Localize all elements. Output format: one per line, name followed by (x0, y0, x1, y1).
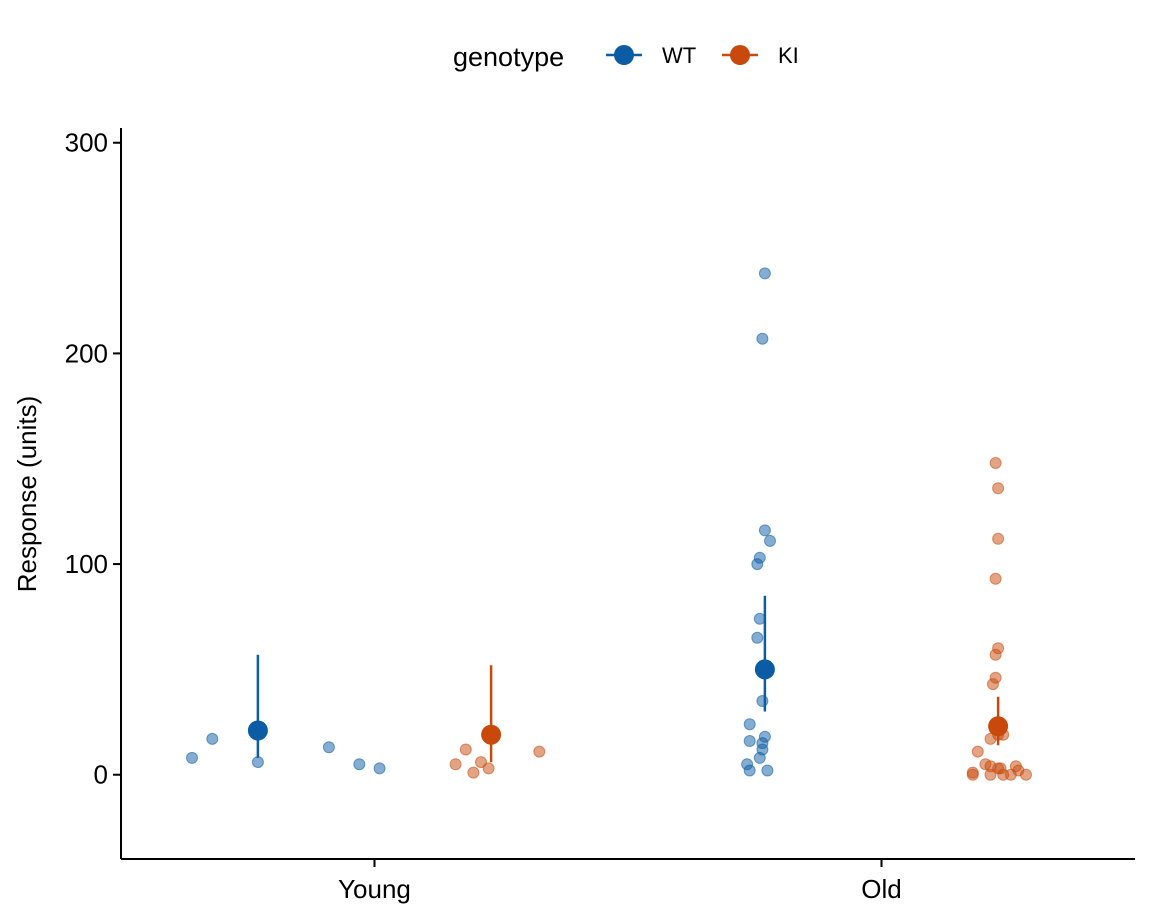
data-point-ki-5 (533, 745, 546, 758)
data-point-wt-9 (764, 534, 776, 547)
legend-label-ki: KI (778, 43, 799, 68)
data-point-ki-13 (987, 678, 999, 691)
data-point-wt-3 (322, 741, 335, 754)
data-point-wt-17 (743, 735, 756, 747)
data-point-wt-4 (353, 758, 366, 771)
y-axis-title: Response (units) (12, 396, 42, 593)
mean-point-wt-young (247, 720, 268, 741)
legend-title: genotype (453, 42, 564, 72)
mean-point-ki-young (481, 724, 502, 745)
legend-label-wt: WT (662, 43, 696, 68)
legend-marker-ki (730, 45, 750, 65)
data-point-ki-27 (1004, 768, 1017, 781)
x-tick-label-young: Young (338, 874, 411, 904)
data-point-ki-8 (992, 532, 1005, 545)
data-point-ki-7 (992, 482, 1005, 495)
data-point-ki-4 (482, 762, 495, 775)
mean-point-wt-old (754, 659, 775, 680)
data-point-wt-5 (373, 762, 386, 775)
data-point-ki-6 (989, 457, 1002, 469)
data-point-wt-23 (761, 764, 774, 777)
legend-marker-wt (614, 45, 634, 65)
data-point-ki-9 (989, 572, 1002, 585)
data-point-wt-14 (756, 695, 769, 707)
data-point-wt-1 (206, 732, 219, 745)
data-point-ki-25 (984, 768, 997, 781)
data-point-ki-17 (971, 745, 984, 758)
data-point-wt-0 (186, 751, 198, 764)
data-point-wt-8 (758, 524, 771, 537)
data-point-wt-13 (751, 631, 764, 644)
data-point-ki-11 (989, 648, 1002, 661)
y-tick-label-200: 200 (65, 338, 108, 368)
data-point-wt-22 (743, 764, 756, 777)
data-point-wt-15 (743, 718, 756, 731)
x-tick-label-old: Old (861, 874, 901, 904)
data-point-wt-2 (251, 756, 264, 769)
data-point-wt-20 (753, 751, 766, 764)
data-point-ki-2 (467, 766, 480, 779)
data-point-ki-29 (966, 768, 979, 781)
plot-area (186, 267, 1032, 781)
data-point-ki-1 (459, 743, 472, 756)
y-tick-label-100: 100 (65, 549, 108, 579)
y-tick-label-300: 300 (65, 128, 108, 158)
mean-point-ki-old (988, 716, 1009, 737)
data-point-ki-3 (475, 756, 487, 769)
axes: 0 100 200 300 Young Old (65, 128, 1135, 904)
data-point-wt-6 (758, 267, 771, 280)
data-point-wt-7 (756, 332, 769, 345)
y-tick-label-0: 0 (94, 760, 108, 790)
legend: genotype WT KI (453, 42, 799, 72)
data-point-ki-28 (1020, 768, 1032, 781)
data-point-ki-16 (984, 732, 997, 745)
data-point-ki-0 (449, 758, 462, 771)
data-point-wt-11 (751, 558, 764, 571)
